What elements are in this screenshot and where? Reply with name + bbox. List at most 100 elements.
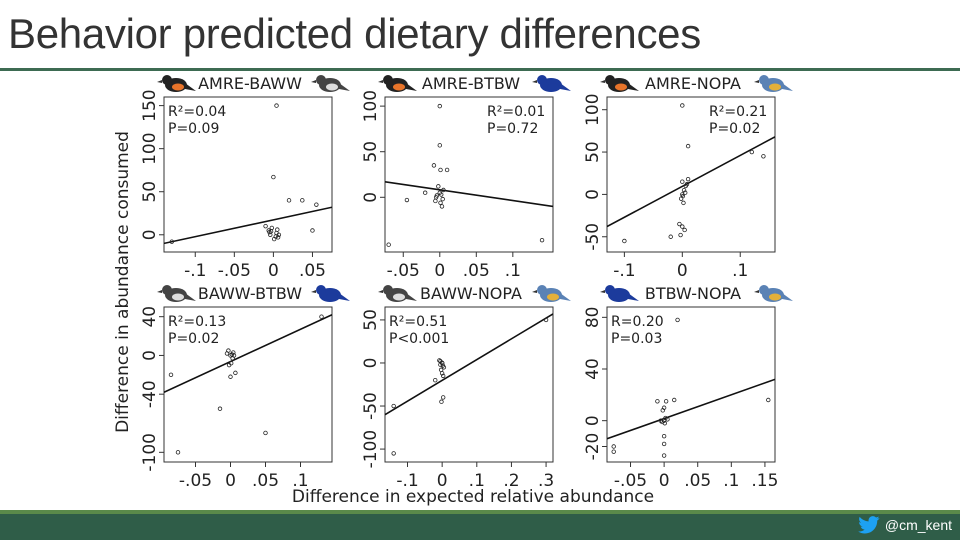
- data-point: [433, 377, 438, 383]
- stats-label: P=0.09: [168, 121, 219, 137]
- data-point: [233, 370, 238, 376]
- data-point: [314, 202, 319, 207]
- data-point: [672, 397, 677, 403]
- bird-left-icon-tail: [185, 293, 196, 301]
- stats-label: R=0.20: [611, 314, 664, 330]
- y-tick-label: 50: [361, 141, 381, 163]
- data-point: [437, 358, 442, 363]
- data-point: [269, 225, 275, 231]
- x-tick-label: .1: [469, 471, 485, 491]
- x-tick-label: .05: [684, 471, 711, 491]
- data-point: [661, 441, 667, 447]
- plot-frame: [163, 96, 333, 253]
- y-tick-label: 40: [140, 306, 160, 328]
- fit-line: [164, 206, 332, 245]
- bird-left-icon-breast: [393, 293, 405, 301]
- stats-label: P=0.02: [168, 331, 219, 347]
- data-point: [439, 192, 444, 197]
- x-tick-label: 0: [437, 471, 448, 491]
- data-point: [543, 317, 549, 323]
- slide-title: Behavior predicted dietary differences: [8, 10, 701, 57]
- footer-accent-line: [0, 510, 960, 514]
- y-tick-label: 40: [583, 358, 603, 380]
- y-tick-label: 100: [361, 90, 381, 122]
- data-point: [175, 450, 181, 455]
- y-tick-label: 0: [583, 415, 603, 426]
- stats-label: P=0.03: [611, 331, 662, 347]
- stats-label: P=0.72: [487, 121, 538, 137]
- y-tick-label: -100: [361, 430, 381, 469]
- data-point: [310, 228, 315, 233]
- data-point: [539, 237, 545, 243]
- data-point: [276, 232, 282, 237]
- bird-left-icon: [600, 75, 639, 92]
- bird-right-icon-beak: [311, 290, 316, 293]
- data-point: [438, 167, 443, 173]
- bird-right-icon: [311, 285, 350, 302]
- y-tick-label: 0: [361, 358, 381, 369]
- data-point: [438, 200, 443, 205]
- x-tick-label: .2: [503, 471, 519, 491]
- bird-left-icon-head: [383, 75, 393, 85]
- bird-left-icon-head: [162, 75, 172, 85]
- panel-title: BAWW-BTBW: [198, 284, 302, 303]
- data-point: [434, 193, 440, 198]
- bird-right-icon-beak: [754, 290, 759, 293]
- bird-left-icon-tail: [628, 83, 639, 91]
- data-point: [749, 149, 755, 155]
- data-point: [439, 399, 444, 404]
- y-tick-label: -100: [140, 433, 160, 472]
- data-point: [275, 227, 280, 232]
- panel-title: BTBW-NOPA: [645, 284, 741, 303]
- data-point: [660, 408, 665, 413]
- data-point: [611, 444, 616, 449]
- bird-left-icon: [157, 75, 196, 92]
- bird-left-icon-breast: [615, 83, 627, 91]
- data-point: [263, 430, 268, 436]
- data-point: [391, 403, 396, 409]
- x-tick-label: .1: [732, 261, 748, 281]
- data-point: [271, 236, 277, 242]
- data-point: [391, 451, 396, 456]
- bird-right-icon-beak: [532, 80, 537, 83]
- panel-title: AMRE-BTBW: [422, 74, 520, 93]
- panel-title: BAWW-NOPA: [420, 284, 522, 303]
- bird-left-icon-breast: [393, 83, 405, 91]
- bird-left-icon-head: [383, 285, 393, 295]
- stats-label: R²=0.51: [389, 314, 447, 330]
- data-point: [300, 198, 305, 203]
- bird-right-icon: [532, 285, 571, 302]
- fit-line: [607, 378, 775, 440]
- data-point: [680, 103, 685, 108]
- data-point: [677, 221, 682, 227]
- bird-left-icon-beak: [600, 80, 605, 83]
- data-point: [271, 174, 276, 180]
- data-point: [668, 234, 673, 239]
- bird-right-icon: [754, 285, 793, 302]
- data-point: [422, 190, 428, 195]
- data-point: [226, 348, 231, 353]
- data-point: [319, 314, 324, 319]
- bird-right-icon-tail: [339, 293, 350, 301]
- y-tick-label: -50: [361, 392, 381, 420]
- data-point: [761, 154, 766, 159]
- x-tick-label: .1: [723, 471, 739, 491]
- data-point: [678, 232, 683, 238]
- plot-frame: [606, 306, 776, 463]
- data-point: [404, 197, 410, 203]
- y-tick-label: 0: [361, 192, 381, 203]
- data-point: [662, 421, 667, 426]
- data-point: [231, 353, 237, 358]
- plot-frame: [384, 96, 554, 253]
- data-point: [675, 317, 680, 323]
- data-point: [661, 453, 667, 458]
- data-point: [622, 238, 627, 244]
- bird-left-icon-tail: [628, 293, 639, 301]
- data-point: [611, 449, 616, 454]
- twitter-handle-text: @cm_kent: [884, 517, 952, 533]
- x-tick-label: .1: [505, 261, 521, 281]
- y-tick-label: 50: [140, 181, 160, 203]
- y-tick-label: 0: [583, 189, 603, 200]
- scatter-panel-4: -.05 0 .05 .1 -100 -40 0 40 BAWW-BTBW R²=0.13P=0.…: [140, 284, 350, 491]
- bird-right-icon-tail: [782, 293, 793, 301]
